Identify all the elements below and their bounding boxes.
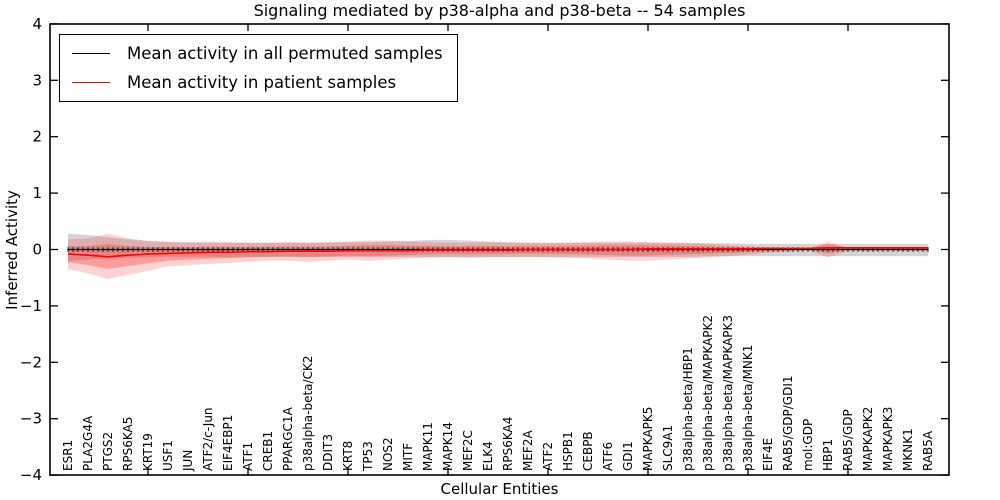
legend-entry-permuted: Mean activity in all permuted samples bbox=[72, 39, 443, 68]
x-ticks bbox=[147, 24, 849, 475]
patient-mean-line bbox=[67, 247, 928, 258]
patient-band-outer bbox=[68, 233, 928, 279]
patient-line-sample bbox=[72, 82, 110, 83]
svg-text:p38alpha-beta/MNK1: p38alpha-beta/MNK1 bbox=[741, 345, 755, 471]
svg-text:p38alpha-beta/HBP1: p38alpha-beta/HBP1 bbox=[681, 347, 695, 471]
x-category-labels: ESR1 PLA2G4A PTGS2 RPS6KA5 KRT19 USF1 JUN ATF2/… bbox=[61, 315, 935, 472]
svg-text:MITF: MITF bbox=[401, 443, 415, 471]
svg-text:4: 4 bbox=[32, 15, 42, 33]
svg-text:CREB1: CREB1 bbox=[261, 431, 275, 471]
y-ticks bbox=[50, 23, 949, 476]
svg-text:p38alpha-beta/CK2: p38alpha-beta/CK2 bbox=[301, 356, 315, 471]
svg-text:MAPKAPK3: MAPKAPK3 bbox=[881, 407, 895, 471]
svg-text:USF1: USF1 bbox=[161, 440, 175, 471]
svg-text:ATF1: ATF1 bbox=[241, 442, 255, 471]
svg-text:RAB5/GDP/GDI1: RAB5/GDP/GDI1 bbox=[781, 375, 795, 471]
y-tick-labels: 4 3 2 1 0 −1 −2 −3 −4 bbox=[20, 15, 42, 484]
legend-entry-patient: Mean activity in patient samples bbox=[72, 68, 443, 97]
svg-text:MEF2A: MEF2A bbox=[521, 430, 535, 471]
svg-text:ELK4: ELK4 bbox=[481, 441, 495, 471]
svg-text:ESR1: ESR1 bbox=[61, 440, 75, 471]
svg-text:MKNK1: MKNK1 bbox=[901, 428, 915, 471]
svg-text:SLC9A1: SLC9A1 bbox=[661, 425, 675, 471]
svg-text:KRT8: KRT8 bbox=[341, 441, 355, 471]
svg-text:MAPKAPK5: MAPKAPK5 bbox=[641, 407, 655, 471]
svg-text:1: 1 bbox=[32, 184, 42, 202]
svg-text:EIF4E: EIF4E bbox=[761, 438, 775, 471]
svg-text:DDIT3: DDIT3 bbox=[321, 434, 335, 471]
svg-text:GDI1: GDI1 bbox=[621, 441, 635, 471]
svg-text:RPS6KA4: RPS6KA4 bbox=[501, 417, 515, 471]
x-axis-label: Cellular Entities bbox=[440, 480, 559, 498]
legend-label-permuted: Mean activity in all permuted samples bbox=[127, 44, 443, 63]
svg-text:NOS2: NOS2 bbox=[381, 437, 395, 471]
svg-text:MAPKAPK2: MAPKAPK2 bbox=[861, 407, 875, 471]
svg-text:RAB5/GDP: RAB5/GDP bbox=[841, 409, 855, 471]
svg-text:0: 0 bbox=[32, 241, 42, 259]
svg-text:ATF6: ATF6 bbox=[601, 442, 615, 471]
svg-text:mol:GDP: mol:GDP bbox=[801, 419, 815, 471]
chart-title: Signaling mediated by p38-alpha and p38-… bbox=[253, 1, 746, 20]
svg-text:HSPB1: HSPB1 bbox=[561, 431, 575, 471]
svg-text:−2: −2 bbox=[20, 353, 42, 371]
legend: Mean activity in all permuted samples Me… bbox=[59, 34, 458, 102]
svg-text:MAPK14: MAPK14 bbox=[441, 422, 455, 471]
svg-text:PTGS2: PTGS2 bbox=[101, 432, 115, 471]
svg-text:−1: −1 bbox=[20, 297, 42, 315]
svg-text:ATF2/c-Jun: ATF2/c-Jun bbox=[201, 407, 215, 471]
svg-text:ATF2: ATF2 bbox=[541, 442, 555, 471]
legend-label-patient: Mean activity in patient samples bbox=[127, 73, 397, 92]
svg-text:PPARGC1A: PPARGC1A bbox=[281, 406, 295, 471]
svg-text:−4: −4 bbox=[20, 466, 42, 484]
permuted-line-sample bbox=[72, 53, 110, 54]
svg-text:EIF4EBP1: EIF4EBP1 bbox=[221, 415, 235, 471]
svg-text:PLA2G4A: PLA2G4A bbox=[81, 415, 95, 471]
svg-text:JUN: JUN bbox=[181, 450, 195, 472]
svg-text:RAB5A: RAB5A bbox=[921, 430, 935, 471]
svg-text:−3: −3 bbox=[20, 410, 42, 428]
svg-text:p38alpha-beta/MAPKAPK3: p38alpha-beta/MAPKAPK3 bbox=[721, 315, 735, 471]
svg-text:HBP1: HBP1 bbox=[821, 439, 835, 471]
svg-text:2: 2 bbox=[32, 128, 42, 146]
svg-text:MEF2C: MEF2C bbox=[461, 430, 475, 471]
svg-text:RPS6KA5: RPS6KA5 bbox=[121, 417, 135, 471]
svg-text:3: 3 bbox=[32, 71, 42, 89]
svg-text:p38alpha-beta/MAPKAPK2: p38alpha-beta/MAPKAPK2 bbox=[701, 315, 715, 471]
svg-text:CEBPB: CEBPB bbox=[581, 431, 595, 471]
svg-text:KRT19: KRT19 bbox=[141, 433, 155, 471]
svg-text:TP53: TP53 bbox=[361, 441, 375, 472]
svg-text:MAPK11: MAPK11 bbox=[421, 422, 435, 471]
permuted-band bbox=[68, 233, 928, 261]
